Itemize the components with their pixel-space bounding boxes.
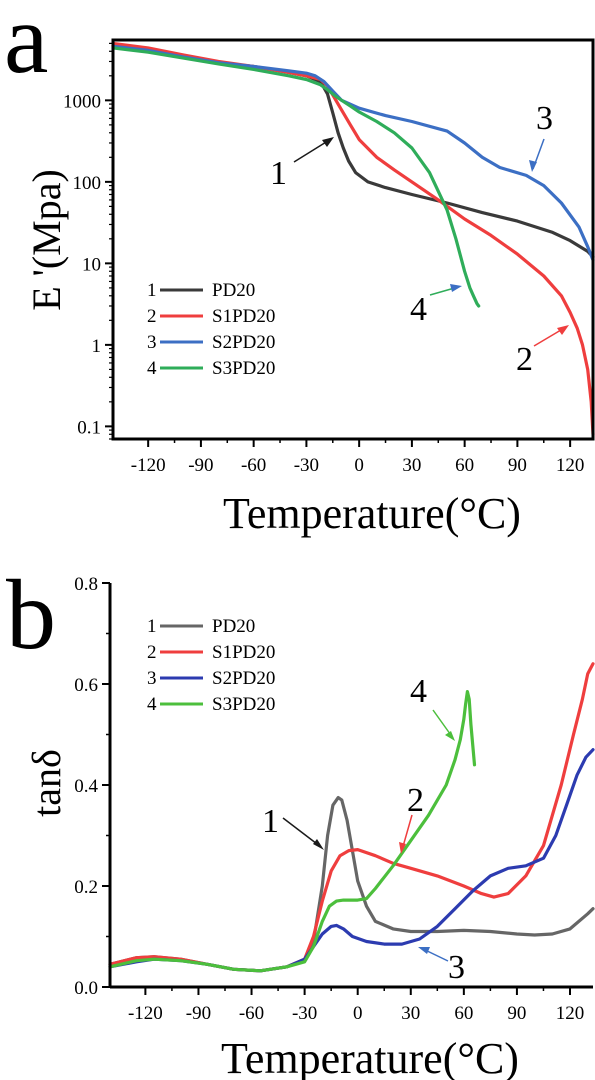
annotation-arrowhead-1 — [322, 137, 334, 147]
annotation-arrowhead-4 — [445, 731, 455, 741]
legend-label: PD20 — [212, 616, 255, 637]
panel-a-x-tick-label: -60 — [241, 455, 266, 476]
panel-a-ticks: -120 -90 -60 -30 0 30 60 90 120 0.1 1 10 100 1000 — [63, 42, 585, 476]
annotation-4: 4 — [410, 291, 427, 328]
legend-item-s3pd20: 4 S3PD20 — [147, 358, 275, 379]
legend-index: 3 — [147, 668, 157, 689]
panel-b-y-tick-label: 0.2 — [74, 877, 98, 898]
panel-a-x-tick-label: 60 — [455, 455, 474, 476]
annotation-arrowhead-2 — [399, 842, 406, 854]
panel-letter-b: b — [6, 559, 56, 670]
panel-a-x-tick-label: -120 — [131, 455, 166, 476]
legend-label: S1PD20 — [212, 642, 275, 663]
annotation-2: 2 — [407, 782, 424, 819]
legend-index: 1 — [147, 616, 157, 637]
annotation-arrowhead-3 — [418, 947, 430, 954]
panel-b-x-axis-label: Temperature(°C) — [221, 1034, 519, 1080]
panel-b-x-tick-label: -120 — [128, 1003, 163, 1024]
legend-item-s2pd20: 3 S2PD20 — [147, 332, 275, 353]
panel-a-x-tick-label: 90 — [508, 455, 527, 476]
annotation-arrowhead-3 — [529, 160, 537, 172]
panel-a-y-tick-label: 10 — [82, 254, 101, 275]
panel-b-y-tick-label: 0.8 — [74, 574, 98, 595]
legend-label: S2PD20 — [212, 332, 275, 353]
annotation-1: 1 — [270, 155, 287, 192]
panel-b-series-line-pd20 — [108, 796, 595, 973]
panel-a-x-tick-label: 0 — [354, 455, 364, 476]
panel-a-legend: 1 PD20 2 S1PD20 3 S2PD20 4 S3PD20 — [147, 280, 275, 379]
panel-b-series-line-s2pd20 — [108, 748, 595, 973]
panel-b-x-tick-label: -60 — [239, 1003, 264, 1024]
panel-a-y-tick-label: 1000 — [63, 91, 101, 112]
panel-a-y-tick-label: 100 — [73, 173, 102, 194]
annotation-2: 2 — [516, 341, 533, 378]
annotation-4: 4 — [410, 673, 427, 710]
annotation-1: 1 — [262, 803, 279, 840]
legend-index: 1 — [147, 280, 157, 301]
panel-b-x-tick-label: 60 — [454, 1003, 473, 1024]
annotation-3: 3 — [448, 949, 465, 986]
panel-a: a -120 -90 -60 -30 0 30 60 90 120 0.1 1 10 100 1000 E… — [4, 0, 595, 538]
annotation-3: 3 — [536, 100, 553, 137]
panel-b-annotations: 1 2 3 4 — [262, 673, 465, 986]
panel-b-x-tick-label: 90 — [507, 1003, 526, 1024]
panel-b: b -120 -90 -60 -30 0 30 60 90 120 0.0 0.2 0.4 0.6 0.8… — [6, 559, 595, 1080]
legend-item-s3pd20: 4 S3PD20 — [147, 694, 275, 715]
legend-item-s1pd20: 2 S1PD20 — [147, 306, 275, 327]
legend-label: S2PD20 — [212, 668, 275, 689]
panel-a-y-axis-label: E '(Mpa) — [24, 169, 69, 311]
panel-b-curves — [108, 662, 595, 973]
panel-a-x-tick-label: 30 — [402, 455, 421, 476]
annotation-arrowhead-1 — [313, 839, 324, 850]
panel-b-y-tick-label: 0.4 — [74, 776, 98, 797]
panel-a-series-line-pd20 — [111, 44, 595, 259]
panel-a-x-axis-label: Temperature(°C) — [223, 489, 521, 538]
panel-a-x-tick-label: 120 — [556, 455, 585, 476]
panel-b-x-tick-label: 0 — [353, 1003, 363, 1024]
annotation-arrowhead-2 — [557, 325, 569, 335]
panel-a-y-tick-label: 1 — [92, 336, 102, 357]
legend-index: 4 — [147, 694, 157, 715]
panel-b-x-tick-label: -30 — [292, 1003, 317, 1024]
panel-b-y-tick-label: 0.6 — [74, 675, 98, 696]
panel-letter-a: a — [4, 0, 48, 94]
panel-a-frame — [111, 38, 595, 441]
panel-b-ticks: -120 -90 -60 -30 0 30 60 90 120 0.0 0.2 0.4 0.6 0.8 — [74, 574, 593, 1024]
panel-b-y-tick-label: 0.0 — [74, 978, 98, 999]
panel-a-x-tick-label: -30 — [294, 455, 319, 476]
panel-b-x-tick-label: -90 — [186, 1003, 211, 1024]
panel-a-series-line-s2pd20 — [111, 44, 595, 262]
legend-index: 3 — [147, 332, 157, 353]
panel-b-x-tick-label: 30 — [401, 1003, 420, 1024]
panel-b-y-axis-label: tanδ — [24, 749, 69, 817]
panel-b-x-tick-label: 120 — [556, 1003, 585, 1024]
legend-item-pd20: 1 PD20 — [147, 280, 255, 301]
legend-index: 4 — [147, 358, 157, 379]
panel-b-series-line-s1pd20 — [108, 662, 595, 973]
legend-item-s1pd20: 2 S1PD20 — [147, 642, 275, 663]
panel-a-curves — [111, 41, 595, 436]
legend-index: 2 — [147, 642, 157, 663]
legend-item-pd20: 1 PD20 — [147, 616, 255, 637]
annotation-arrowhead-4 — [450, 284, 462, 292]
panel-a-annotations: 1 2 3 4 — [270, 100, 569, 378]
panel-a-series-line-s3pd20 — [111, 46, 481, 308]
legend-label: PD20 — [212, 280, 255, 301]
legend-index: 2 — [147, 306, 157, 327]
legend-label: S3PD20 — [212, 694, 275, 715]
legend-item-s2pd20: 3 S2PD20 — [147, 668, 275, 689]
legend-label: S1PD20 — [212, 306, 275, 327]
legend-label: S3PD20 — [212, 358, 275, 379]
panel-a-x-tick-label: -90 — [188, 455, 213, 476]
panel-a-y-tick-label: 0.1 — [77, 417, 101, 438]
panel-b-legend: 1 PD20 2 S1PD20 3 S2PD20 4 S3PD20 — [147, 616, 275, 715]
panel-b-series-line-s3pd20 — [108, 690, 477, 973]
